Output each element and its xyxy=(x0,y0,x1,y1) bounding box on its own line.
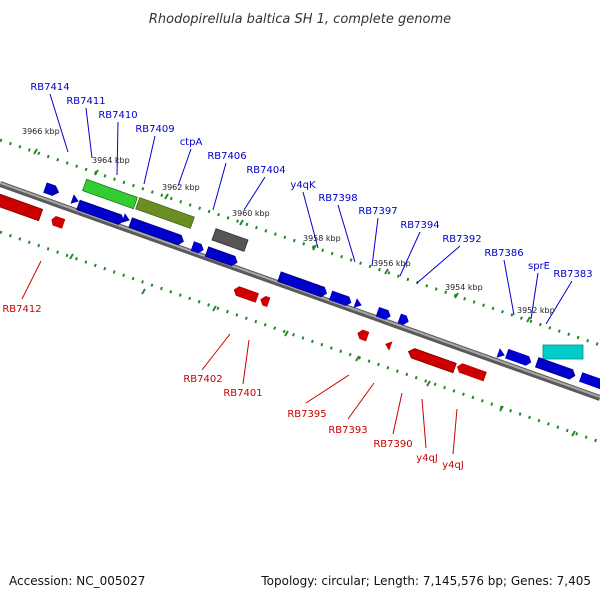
gene-arrow[interactable] xyxy=(277,271,328,298)
scale-tick xyxy=(426,380,431,387)
scale-label: 3964 kbp xyxy=(92,156,130,165)
gene-arrow[interactable] xyxy=(534,357,576,381)
gene-label[interactable]: RB7383 xyxy=(553,269,592,280)
gene-label[interactable]: ctpA xyxy=(180,137,203,148)
scale-label: 3956 kbp xyxy=(373,259,411,268)
gene-label[interactable]: RB7393 xyxy=(328,425,367,436)
gene-label[interactable]: RB7409 xyxy=(135,124,174,135)
gene-arrow[interactable] xyxy=(204,246,239,267)
scale-tick xyxy=(284,330,289,337)
scale-tick xyxy=(526,316,531,323)
forward-genes xyxy=(43,178,600,390)
gene-block[interactable] xyxy=(135,197,195,229)
scale-tick xyxy=(94,169,99,176)
scale-tick xyxy=(571,430,576,437)
gene-label[interactable]: RB7414 xyxy=(30,82,69,93)
gene-arrow[interactable] xyxy=(259,295,271,308)
scale-tick xyxy=(312,244,317,251)
gene-label[interactable]: RB7401 xyxy=(223,388,262,399)
gene-label[interactable]: RB7412 xyxy=(2,304,41,315)
genome-backbone xyxy=(0,181,600,401)
gene-arrow[interactable] xyxy=(407,347,457,374)
accession-text: Accession: NC_005027 xyxy=(9,574,146,588)
gene-arrow[interactable] xyxy=(397,313,411,327)
gene-arrow[interactable] xyxy=(232,285,259,303)
scale-tick xyxy=(384,268,389,275)
gene-arrow[interactable] xyxy=(76,199,126,226)
gene-label[interactable]: RB7390 xyxy=(373,439,412,450)
scale-label: 3962 kbp xyxy=(162,183,200,192)
gene-arrow[interactable] xyxy=(50,215,66,229)
scale-tick xyxy=(454,292,459,299)
gene-label[interactable]: RB7404 xyxy=(246,165,285,176)
gene-arrow[interactable] xyxy=(121,213,131,225)
gene-label[interactable]: sprE xyxy=(528,261,550,272)
gene-label[interactable]: RB7397 xyxy=(358,206,397,217)
gene-label[interactable]: y4qJ xyxy=(442,460,464,471)
gene-label[interactable]: RB7406 xyxy=(207,151,246,162)
gene-arrow[interactable] xyxy=(353,298,363,310)
gene-arrow[interactable] xyxy=(328,290,353,308)
reverse-genes xyxy=(0,192,487,382)
gene-arrow[interactable] xyxy=(128,217,185,246)
map-title: Rhodopirellula baltica SH 1, complete ge… xyxy=(149,12,451,27)
scale-label: 3958 kbp xyxy=(303,234,341,243)
topology-text: Topology: circular; Length: 7,145,576 bp… xyxy=(261,574,591,588)
scale-label: 3954 kbp xyxy=(445,283,483,292)
lower-gene-labels: RB7412 RB7402 RB7401 RB7395 RB7393 RB739… xyxy=(2,304,463,471)
gene-label[interactable]: RB7392 xyxy=(442,234,481,245)
upper-gene-labels: RB7414 RB7411 RB7410 RB7409 ctpA RB7406 … xyxy=(30,82,592,280)
gene-block[interactable] xyxy=(542,344,584,360)
gene-arrow[interactable] xyxy=(496,348,506,360)
scale-tick xyxy=(355,355,360,362)
gene-arrow[interactable] xyxy=(356,328,370,342)
lower-scale-track xyxy=(0,230,600,444)
scale-tick xyxy=(69,253,74,260)
gene-label[interactable]: RB7402 xyxy=(183,374,222,385)
scale-label: 3960 kbp xyxy=(232,209,270,218)
gene-label[interactable]: RB7386 xyxy=(484,248,523,259)
gene-label[interactable]: y4qJ xyxy=(416,453,438,464)
gene-arrow[interactable] xyxy=(505,348,533,367)
gene-arrow[interactable] xyxy=(0,192,44,222)
scale-label: 3952 kbp xyxy=(517,306,555,315)
lower-callouts xyxy=(21,260,458,455)
scale-tick xyxy=(33,148,38,155)
scale-tick xyxy=(141,288,146,295)
scale-tick xyxy=(164,193,169,200)
scale-labels: 3966 kbp 3964 kbp 3962 kbp 3960 kbp 3958… xyxy=(22,127,555,315)
gene-label[interactable]: RB7411 xyxy=(66,96,105,107)
upper-callouts xyxy=(49,93,573,325)
upper-scale-track xyxy=(0,138,600,347)
gene-arrow[interactable] xyxy=(43,182,61,197)
gene-label[interactable]: RB7395 xyxy=(287,409,326,420)
gene-arrow[interactable] xyxy=(455,362,487,382)
gene-arrow[interactable] xyxy=(70,194,80,206)
gene-arrow[interactable] xyxy=(190,241,206,254)
gene-label[interactable]: RB7410 xyxy=(98,110,137,121)
gene-arrow[interactable] xyxy=(375,306,393,321)
gene-arrow[interactable] xyxy=(579,372,600,390)
scale-tick xyxy=(239,219,244,226)
scale-tick xyxy=(499,405,504,412)
scale-label: 3966 kbp xyxy=(22,127,60,136)
gene-label[interactable]: RB7398 xyxy=(318,193,357,204)
gene-arrow[interactable] xyxy=(383,339,393,351)
gene-block[interactable] xyxy=(82,178,138,210)
gene-label[interactable]: RB7394 xyxy=(400,220,439,231)
scale-tick xyxy=(212,305,217,312)
gene-block[interactable] xyxy=(211,228,249,252)
gene-label[interactable]: y4qK xyxy=(290,180,316,191)
